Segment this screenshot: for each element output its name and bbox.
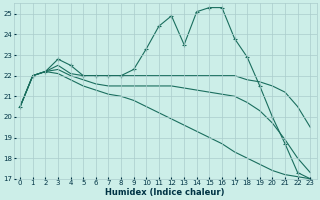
X-axis label: Humidex (Indice chaleur): Humidex (Indice chaleur) [106, 188, 225, 197]
